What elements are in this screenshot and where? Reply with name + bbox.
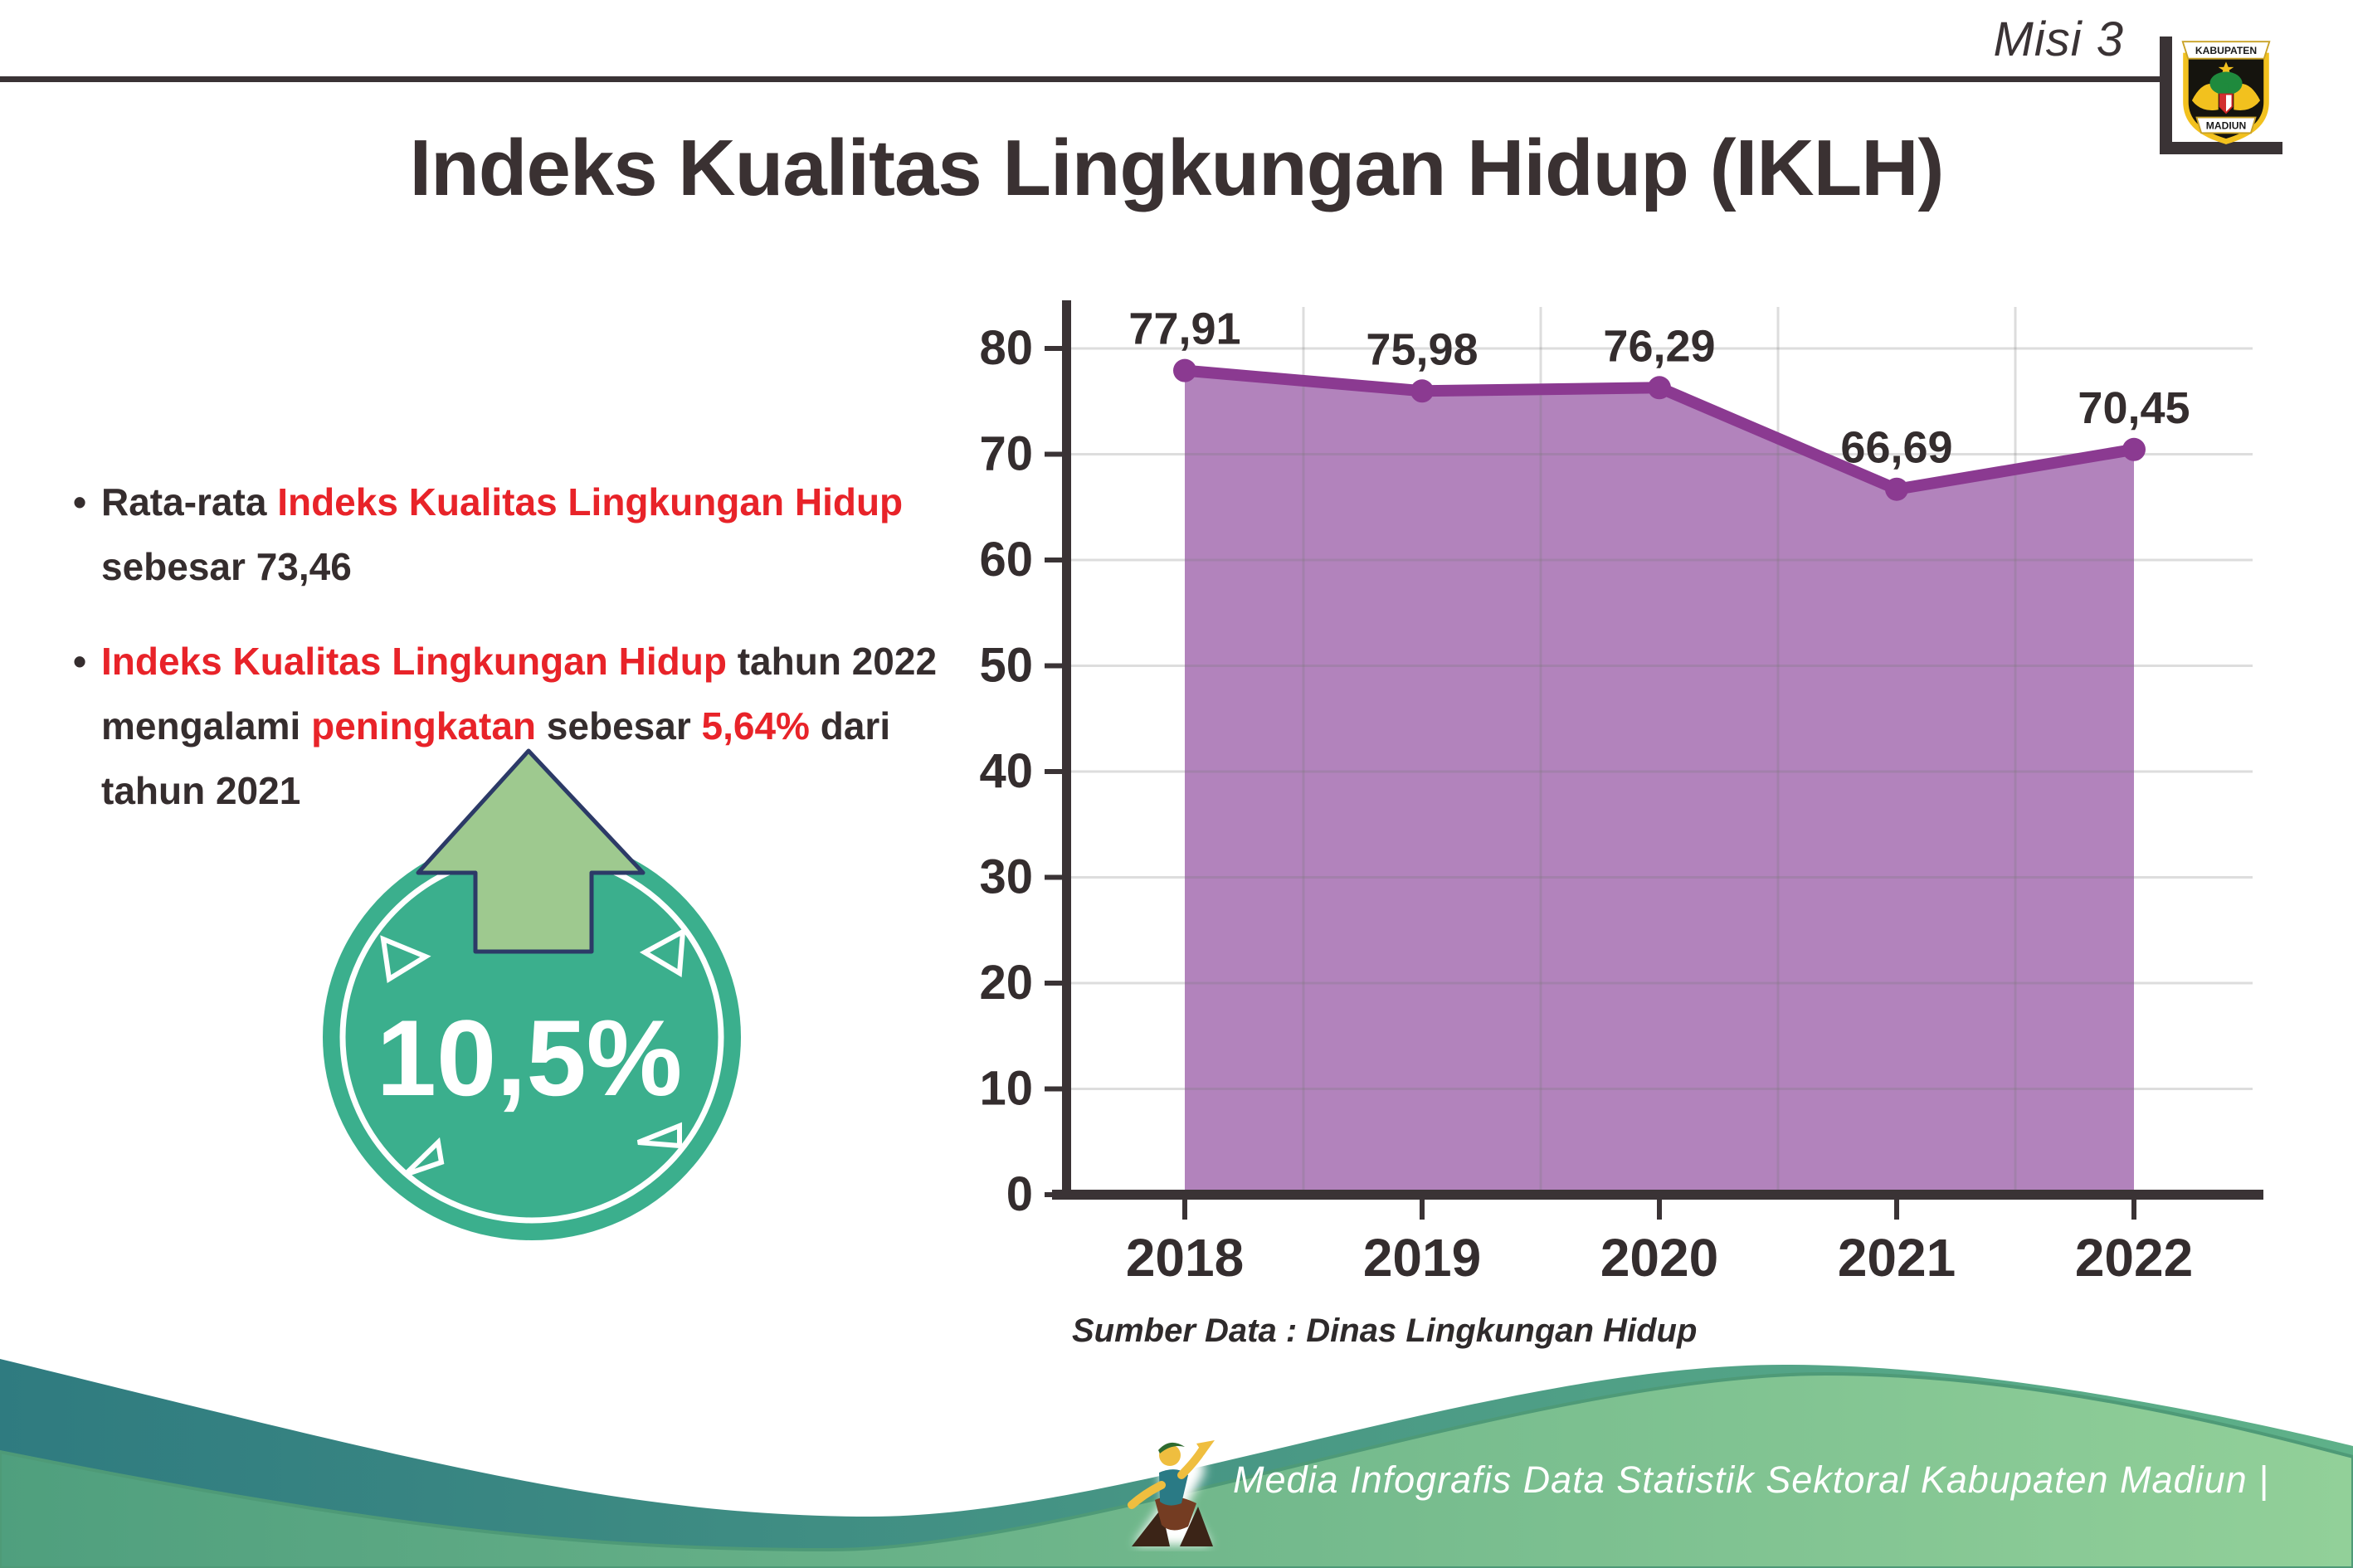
header-divider-line [0, 76, 2167, 82]
y-tick-label: 60 [979, 533, 1033, 587]
x-tick [1182, 1200, 1187, 1220]
bullet-item: • Indeks Kualitas Lingkungan Hidup tahun … [73, 629, 977, 823]
y-tick-label: 80 [979, 321, 1033, 375]
x-tick [1657, 1200, 1662, 1220]
logo-frame-vertical [2160, 37, 2172, 154]
y-tick [1045, 558, 1062, 562]
y-tick-label: 30 [979, 850, 1033, 904]
mascot-cap [1158, 1442, 1185, 1454]
bullet-text: Rata-rata Indeks Kualitas Lingkungan Hid… [101, 480, 904, 588]
data-label: 76,29 [1603, 321, 1715, 371]
bullet-text: Indeks Kualitas Lingkungan Hidup tahun 2… [101, 640, 938, 812]
y-tick [1045, 1086, 1062, 1092]
chart-marker [2122, 437, 2146, 461]
footer-wave [0, 1359, 2353, 1568]
y-tick-label: 20 [979, 956, 1033, 1010]
mascot-left-arm [1128, 1481, 1166, 1509]
logo-top-ribbon [2181, 41, 2271, 60]
footer-wave-front [0, 1371, 2353, 1568]
badge-circle [323, 834, 741, 1240]
y-tick-label: 50 [979, 639, 1033, 693]
logo-bottom-text: MADIUN [2206, 120, 2247, 132]
x-tick-label: 2018 [1126, 1228, 1244, 1288]
x-tick-label: 2021 [1838, 1228, 1956, 1288]
data-label: 66,69 [1840, 423, 1952, 473]
logo-frame-horizontal [2160, 142, 2282, 154]
logo-left-wing [2191, 83, 2219, 111]
y-tick-label: 10 [979, 1062, 1033, 1116]
x-tick [2131, 1200, 2136, 1220]
x-tick [1420, 1200, 1425, 1220]
y-tick-label: 40 [979, 744, 1033, 798]
y-tick-label: 0 [1006, 1167, 1033, 1221]
increase-badge: 10,5% [323, 748, 741, 1240]
y-tick [1045, 451, 1062, 457]
x-tick-label: 2020 [1600, 1228, 1718, 1288]
chart-marker [1885, 477, 1908, 501]
chart-marker [1648, 376, 1671, 400]
bullets: • Rata-rata Indeks Kualitas Lingkungan Hi… [73, 470, 977, 853]
data-label: 70,45 [2078, 383, 2190, 433]
x-tick-label: 2022 [2075, 1228, 2193, 1288]
y-tick [1045, 769, 1062, 774]
y-tick [1045, 346, 1062, 351]
bullet-item: • Rata-rata Indeks Kualitas Lingkungan Hi… [73, 470, 977, 599]
chart-source-note: Sumber Data : Dinas Lingkungan Hidup [1072, 1312, 1698, 1349]
badge-spark-sw [402, 1137, 445, 1177]
x-tick [1894, 1200, 1899, 1220]
data-label: 75,98 [1366, 324, 1478, 374]
chart-marker [1410, 379, 1434, 403]
page-title: Indeks Kualitas Lingkungan Hidup (IKLH) [409, 124, 1944, 212]
data-label: 77,91 [1128, 304, 1240, 354]
mascot-hand [1196, 1440, 1215, 1455]
logo-top-text: KABUPATEN [2195, 45, 2257, 56]
misi-label: Misi 3 [1993, 12, 2124, 66]
badge-spark-ne [639, 927, 686, 978]
y-tick-label: 70 [979, 427, 1033, 481]
y-tick [1045, 663, 1062, 669]
badge-value: 10,5% [377, 997, 683, 1118]
logo-star-icon [2218, 61, 2234, 76]
mascot-right-arm [1177, 1446, 1206, 1479]
x-tick-label: 2019 [1363, 1228, 1481, 1288]
mascot-skirt [1155, 1496, 1196, 1531]
logo-bottom-ribbon [2195, 116, 2257, 134]
chart-area-fill [1185, 370, 2134, 1195]
badge-spark-nw [380, 935, 431, 983]
footer-caption: Media Infografis Data Statistik Sektoral… [1233, 1458, 2269, 1501]
bullet-dot: • [73, 480, 87, 523]
logo-center-shield-red [2219, 94, 2226, 113]
x-axis-line [1052, 1190, 2263, 1200]
y-tick [1045, 981, 1062, 986]
mascot-right-leg [1180, 1507, 1213, 1546]
bullet-dot: • [73, 640, 87, 683]
kabupaten-madiun-logo: KABUPATEN MADIUN [2181, 41, 2271, 144]
chart-marker [1173, 358, 1196, 382]
iklh-chart: 77,91 75,98 76,29 66,69 70,45 0 10 20 30 40 50 60 70… [979, 300, 2263, 1288]
y-axis-line [1062, 300, 1071, 1200]
badge-spark-se [636, 1122, 682, 1149]
y-tick [1045, 874, 1062, 880]
logo-right-wing [2234, 83, 2261, 111]
dancer-mascot-icon [1128, 1440, 1215, 1546]
up-arrow-icon [416, 748, 645, 954]
y-tick [1045, 1192, 1062, 1197]
